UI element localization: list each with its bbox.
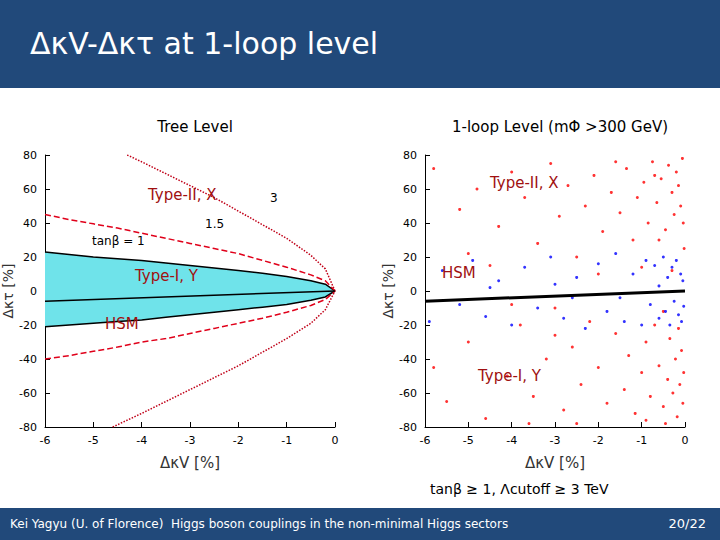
svg-text:-40: -40 [399, 353, 417, 366]
svg-text:-3: -3 [550, 434, 561, 447]
svg-text:Type-I, Y: Type-I, Y [134, 267, 199, 285]
svg-text:ΔκV [%]: ΔκV [%] [160, 454, 220, 472]
svg-text:-2: -2 [233, 434, 244, 447]
svg-text:0: 0 [332, 434, 339, 447]
svg-text:Type-II, X: Type-II, X [489, 174, 559, 192]
svg-text:-6: -6 [420, 434, 431, 447]
svg-text:3: 3 [270, 191, 278, 205]
svg-text:-20: -20 [19, 319, 37, 332]
html-text:Kei Yagyu (U. of Florence) Hig: Kei Yagyu (U. of Florence) Higgs boson c… [10, 517, 509, 531]
svg-text:-1: -1 [636, 434, 647, 447]
html-text:ΔκV-Δκτ at 1-loop level: ΔκV-Δκτ at 1-loop level [30, 26, 379, 61]
svg-text:60: 60 [23, 183, 37, 196]
svg-text:Tree Level: Tree Level [156, 118, 233, 136]
svg-text:20: 20 [23, 251, 37, 264]
svg-text:1-loop Level (mΦ >300 GeV): 1-loop Level (mΦ >300 GeV) [452, 118, 668, 136]
svg-text:0: 0 [30, 285, 37, 298]
svg-text:-60: -60 [399, 387, 417, 400]
svg-text:-4: -4 [506, 434, 517, 447]
html-text:20/22: 20/22 [668, 516, 706, 531]
svg-text:HSM: HSM [105, 315, 139, 333]
svg-text:-20: -20 [399, 319, 417, 332]
svg-text:80: 80 [23, 149, 37, 162]
svg-text:-40: -40 [19, 353, 37, 366]
svg-text:40: 40 [23, 217, 37, 230]
svg-text:-5: -5 [463, 434, 474, 447]
svg-text:-80: -80 [399, 421, 417, 434]
svg-text:Type-II, X: Type-II, X [147, 186, 217, 204]
svg-text:tanβ = 1: tanβ = 1 [92, 234, 145, 248]
svg-text:Δκτ [%]: Δκτ [%] [0, 264, 16, 319]
svg-text:-60: -60 [19, 387, 37, 400]
svg-text:ΔκV [%]: ΔκV [%] [525, 454, 585, 472]
svg-text:60: 60 [403, 183, 417, 196]
svg-text:-1: -1 [281, 434, 292, 447]
svg-text:40: 40 [403, 217, 417, 230]
svg-text:20: 20 [403, 251, 417, 264]
svg-text:-3: -3 [185, 434, 196, 447]
svg-text:-5: -5 [88, 434, 99, 447]
svg-text:-80: -80 [19, 421, 37, 434]
svg-text:-6: -6 [40, 434, 51, 447]
svg-text:-4: -4 [136, 434, 147, 447]
svg-text:1.5: 1.5 [205, 217, 224, 231]
svg-text:HSM: HSM [442, 264, 476, 282]
svg-text:0: 0 [682, 434, 689, 447]
svg-text:tanβ ≥ 1, Λcutoff ≥ 3 TeV: tanβ ≥ 1, Λcutoff ≥ 3 TeV [430, 481, 609, 497]
svg-text:0: 0 [410, 285, 417, 298]
svg-text:80: 80 [403, 149, 417, 162]
svg-text:Δκτ [%]: Δκτ [%] [380, 264, 396, 319]
svg-text:-2: -2 [593, 434, 604, 447]
svg-text:Type-I, Y: Type-I, Y [477, 367, 542, 385]
